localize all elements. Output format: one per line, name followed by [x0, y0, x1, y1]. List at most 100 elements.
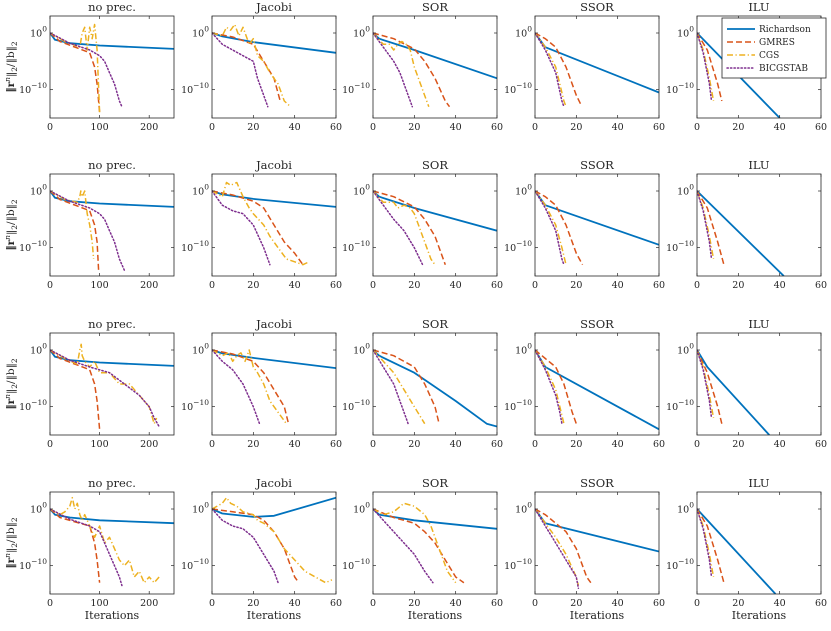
series-gmres	[535, 508, 592, 584]
panel-r1-c5: ILU 100 10−10 0 20 40 60	[666, 0, 827, 133]
series-gmres	[535, 32, 582, 105]
panel-r3-c4: SSOR 100 10−10 0 20 40 60	[504, 317, 665, 450]
x-tick-label: 200	[140, 280, 158, 291]
series-cgs	[535, 349, 565, 424]
x-tick-label: 60	[815, 280, 827, 291]
axes-box	[372, 173, 498, 277]
series-richardson	[697, 349, 770, 435]
x-tick-label: 100	[91, 122, 109, 133]
y-tick-label: 100	[515, 183, 532, 198]
series-richardson	[697, 190, 785, 276]
y-tick-label: 10−10	[342, 239, 370, 254]
y-tick-label: 10−10	[504, 398, 532, 413]
x-tick-label: 20	[408, 439, 420, 450]
axes-box	[49, 332, 175, 436]
panel-title: ILU	[748, 0, 770, 14]
panel-r1-c3: SOR 100 10−10 0 20 40 60	[342, 0, 503, 133]
x-tick-label: 0	[694, 122, 700, 133]
series-richardson	[50, 32, 174, 50]
panel-r2-c3: SOR 100 10−10 0 20 40 60	[342, 158, 503, 291]
series-cgs	[697, 32, 715, 102]
x-tick-label: 40	[450, 598, 462, 609]
series-bicgstab	[373, 349, 409, 425]
series-gmres	[50, 32, 101, 113]
panel-r3-c1: no prec. 100 10−10 0 100 200 ‖rn‖2/‖b‖2	[3, 317, 175, 450]
x-tick-label: 40	[774, 439, 786, 450]
series-bicgstab	[50, 508, 123, 587]
x-tick-label: 0	[370, 280, 376, 291]
x-tick-label: 0	[694, 280, 700, 291]
x-tick-label: 60	[815, 598, 827, 609]
x-tick-label: 60	[330, 598, 342, 609]
x-axis-label: Iterations	[408, 609, 463, 622]
y-axis-label: ‖rn‖2/‖b‖2	[3, 41, 19, 92]
series-bicgstab	[50, 349, 160, 428]
series-gmres	[50, 508, 101, 583]
x-tick-label: 40	[774, 598, 786, 609]
x-tick-label: 40	[289, 598, 301, 609]
y-tick-label: 100	[677, 501, 694, 516]
y-tick-label: 10−10	[504, 81, 532, 96]
x-tick-label: 40	[289, 280, 301, 291]
series-bicgstab	[212, 349, 261, 425]
series-gmres	[212, 508, 300, 584]
series-cgs	[50, 343, 158, 425]
series-cgs	[697, 508, 715, 578]
y-tick-label: 100	[515, 25, 532, 40]
legend-label: BICGSTAB	[759, 64, 808, 74]
series-richardson	[373, 190, 497, 232]
x-tick-label: 60	[330, 280, 342, 291]
x-tick-label: 20	[570, 439, 582, 450]
x-tick-label: 20	[732, 122, 744, 133]
x-tick-label: 0	[47, 439, 53, 450]
y-tick-label: 100	[677, 25, 694, 40]
x-tick-label: 20	[247, 439, 259, 450]
axes-box	[211, 173, 337, 277]
x-tick-label: 60	[815, 439, 827, 450]
axes-box	[534, 491, 660, 595]
axes-box	[534, 15, 660, 119]
y-tick-label: 10−10	[19, 239, 47, 254]
x-tick-label: 20	[732, 439, 744, 450]
axes-box	[696, 173, 822, 277]
x-axis-label: Iterations	[732, 609, 787, 622]
legend: Richardson GMRES CGS BICGSTAB	[721, 17, 827, 79]
x-tick-label: 0	[694, 439, 700, 450]
series-cgs	[212, 349, 288, 425]
axes-box	[696, 491, 822, 595]
x-tick-label: 200	[140, 439, 158, 450]
series-gmres	[373, 508, 465, 584]
series-richardson	[373, 349, 497, 428]
panel-title: Jacobi	[255, 317, 292, 331]
y-tick-label: 10−10	[342, 557, 370, 572]
x-tick-label: 0	[694, 598, 700, 609]
panel-r2-c5: ILU 100 10−10 0 20 40 60	[666, 158, 827, 291]
x-tick-label: 40	[289, 122, 301, 133]
x-tick-label: 60	[653, 598, 665, 609]
x-tick-label: 20	[247, 598, 259, 609]
panel-title: no prec.	[88, 317, 136, 331]
series-richardson	[697, 508, 777, 594]
y-tick-label: 10−10	[342, 398, 370, 413]
series-gmres	[697, 508, 725, 583]
legend-label: CGS	[759, 51, 779, 61]
series-gmres	[535, 190, 584, 266]
panel-r1-c2: Jacobi 100 10−10 0 20 40 60	[181, 0, 342, 133]
x-tick-label: 0	[532, 122, 538, 133]
x-tick-label: 40	[612, 122, 624, 133]
x-tick-label: 40	[612, 598, 624, 609]
series-bicgstab	[535, 508, 580, 590]
panel-title: SOR	[422, 158, 448, 172]
x-tick-label: 40	[450, 439, 462, 450]
panel-r1-c1: no prec. 100 10−10 0 100 200 ‖rn‖2/‖b‖2	[3, 0, 175, 133]
x-tick-label: 20	[570, 280, 582, 291]
y-tick-label: 100	[192, 183, 209, 198]
axes-box	[49, 173, 175, 277]
x-tick-label: 40	[774, 122, 786, 133]
series-cgs	[697, 349, 715, 419]
series-bicgstab	[535, 190, 565, 266]
y-tick-label: 10−10	[504, 557, 532, 572]
x-axis-label: Iterations	[570, 609, 625, 622]
